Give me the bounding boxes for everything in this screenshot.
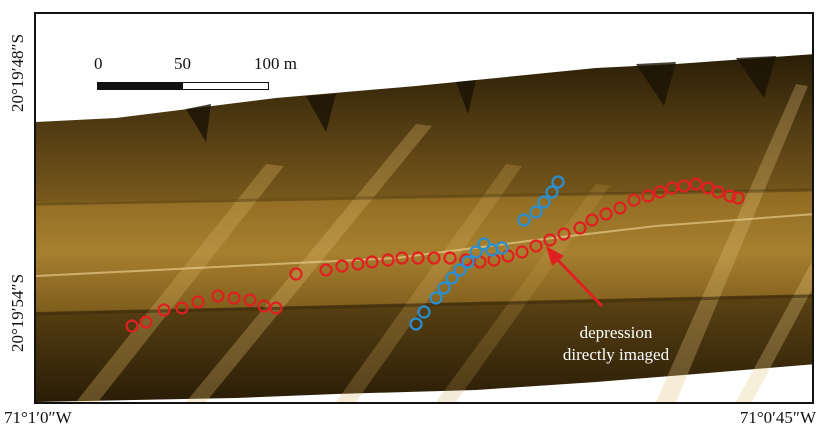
- blue-marker: [517, 213, 531, 227]
- red-marker: [257, 299, 271, 313]
- sonar-mosaic: [36, 54, 812, 402]
- red-marker: [191, 295, 205, 309]
- annotation-line-2: directly imaged: [562, 345, 670, 364]
- red-marker: [175, 301, 189, 315]
- red-marker: [125, 319, 139, 333]
- blue-marker: [437, 281, 451, 295]
- blue-marker: [469, 245, 483, 259]
- red-marker: [711, 185, 725, 199]
- red-marker: [289, 267, 303, 281]
- red-marker: [351, 257, 365, 271]
- longitude-label-right: 71°0′45″W: [739, 408, 816, 427]
- annotation-label: depression directly imaged: [546, 322, 686, 366]
- red-marker: [653, 185, 667, 199]
- red-marker: [573, 221, 587, 235]
- red-marker: [689, 177, 703, 191]
- blue-marker: [453, 263, 467, 277]
- red-marker: [381, 253, 395, 267]
- red-marker: [731, 191, 745, 205]
- blue-marker: [529, 205, 543, 219]
- blue-marker: [545, 185, 559, 199]
- red-marker: [641, 189, 655, 203]
- sonar-swath: [36, 54, 812, 402]
- red-marker: [365, 255, 379, 269]
- scale-label-50: 50: [174, 54, 191, 73]
- blue-marker: [409, 317, 423, 331]
- blue-marker: [445, 271, 459, 285]
- scale-segment-white: [183, 83, 268, 89]
- red-marker: [459, 253, 473, 267]
- annotation-line-1: depression: [579, 323, 653, 342]
- red-marker: [335, 259, 349, 273]
- red-marker: [613, 201, 627, 215]
- red-marker: [427, 251, 441, 265]
- red-marker: [411, 251, 425, 265]
- scale-segment-black: [98, 83, 183, 89]
- blue-marker: [537, 195, 551, 209]
- red-marker: [269, 301, 283, 315]
- red-marker: [157, 303, 171, 317]
- blue-marker-group: [409, 175, 565, 331]
- latitude-label-top: 20°19′48″S: [8, 33, 27, 112]
- red-marker: [665, 181, 679, 195]
- red-marker: [515, 245, 529, 259]
- longitude-label-left: 71°1′0″W: [4, 408, 72, 427]
- blue-marker: [429, 291, 443, 305]
- red-marker: [243, 293, 257, 307]
- red-marker: [599, 207, 613, 221]
- latitude-label-middle: 20°19′54″S: [8, 273, 27, 352]
- red-marker: [723, 189, 737, 203]
- blue-marker: [495, 241, 509, 255]
- red-marker: [677, 179, 691, 193]
- red-marker: [443, 251, 457, 265]
- blue-marker: [551, 175, 565, 189]
- red-marker: [543, 233, 557, 247]
- red-marker: [395, 251, 409, 265]
- red-marker: [227, 291, 241, 305]
- red-marker: [585, 213, 599, 227]
- red-marker: [529, 239, 543, 253]
- red-marker: [211, 289, 225, 303]
- blue-marker: [417, 305, 431, 319]
- red-marker: [627, 193, 641, 207]
- red-marker: [557, 227, 571, 241]
- scale-label-0: 0: [94, 54, 103, 73]
- sonar-mosaic-frame: 0 50 100 m depression directly imaged: [34, 12, 814, 404]
- scale-bar: [97, 82, 269, 90]
- red-marker: [319, 263, 333, 277]
- red-marker: [139, 315, 153, 329]
- scale-label-100: 100 m: [254, 54, 297, 73]
- annotation-arrow: [546, 246, 604, 308]
- blue-marker: [461, 255, 475, 269]
